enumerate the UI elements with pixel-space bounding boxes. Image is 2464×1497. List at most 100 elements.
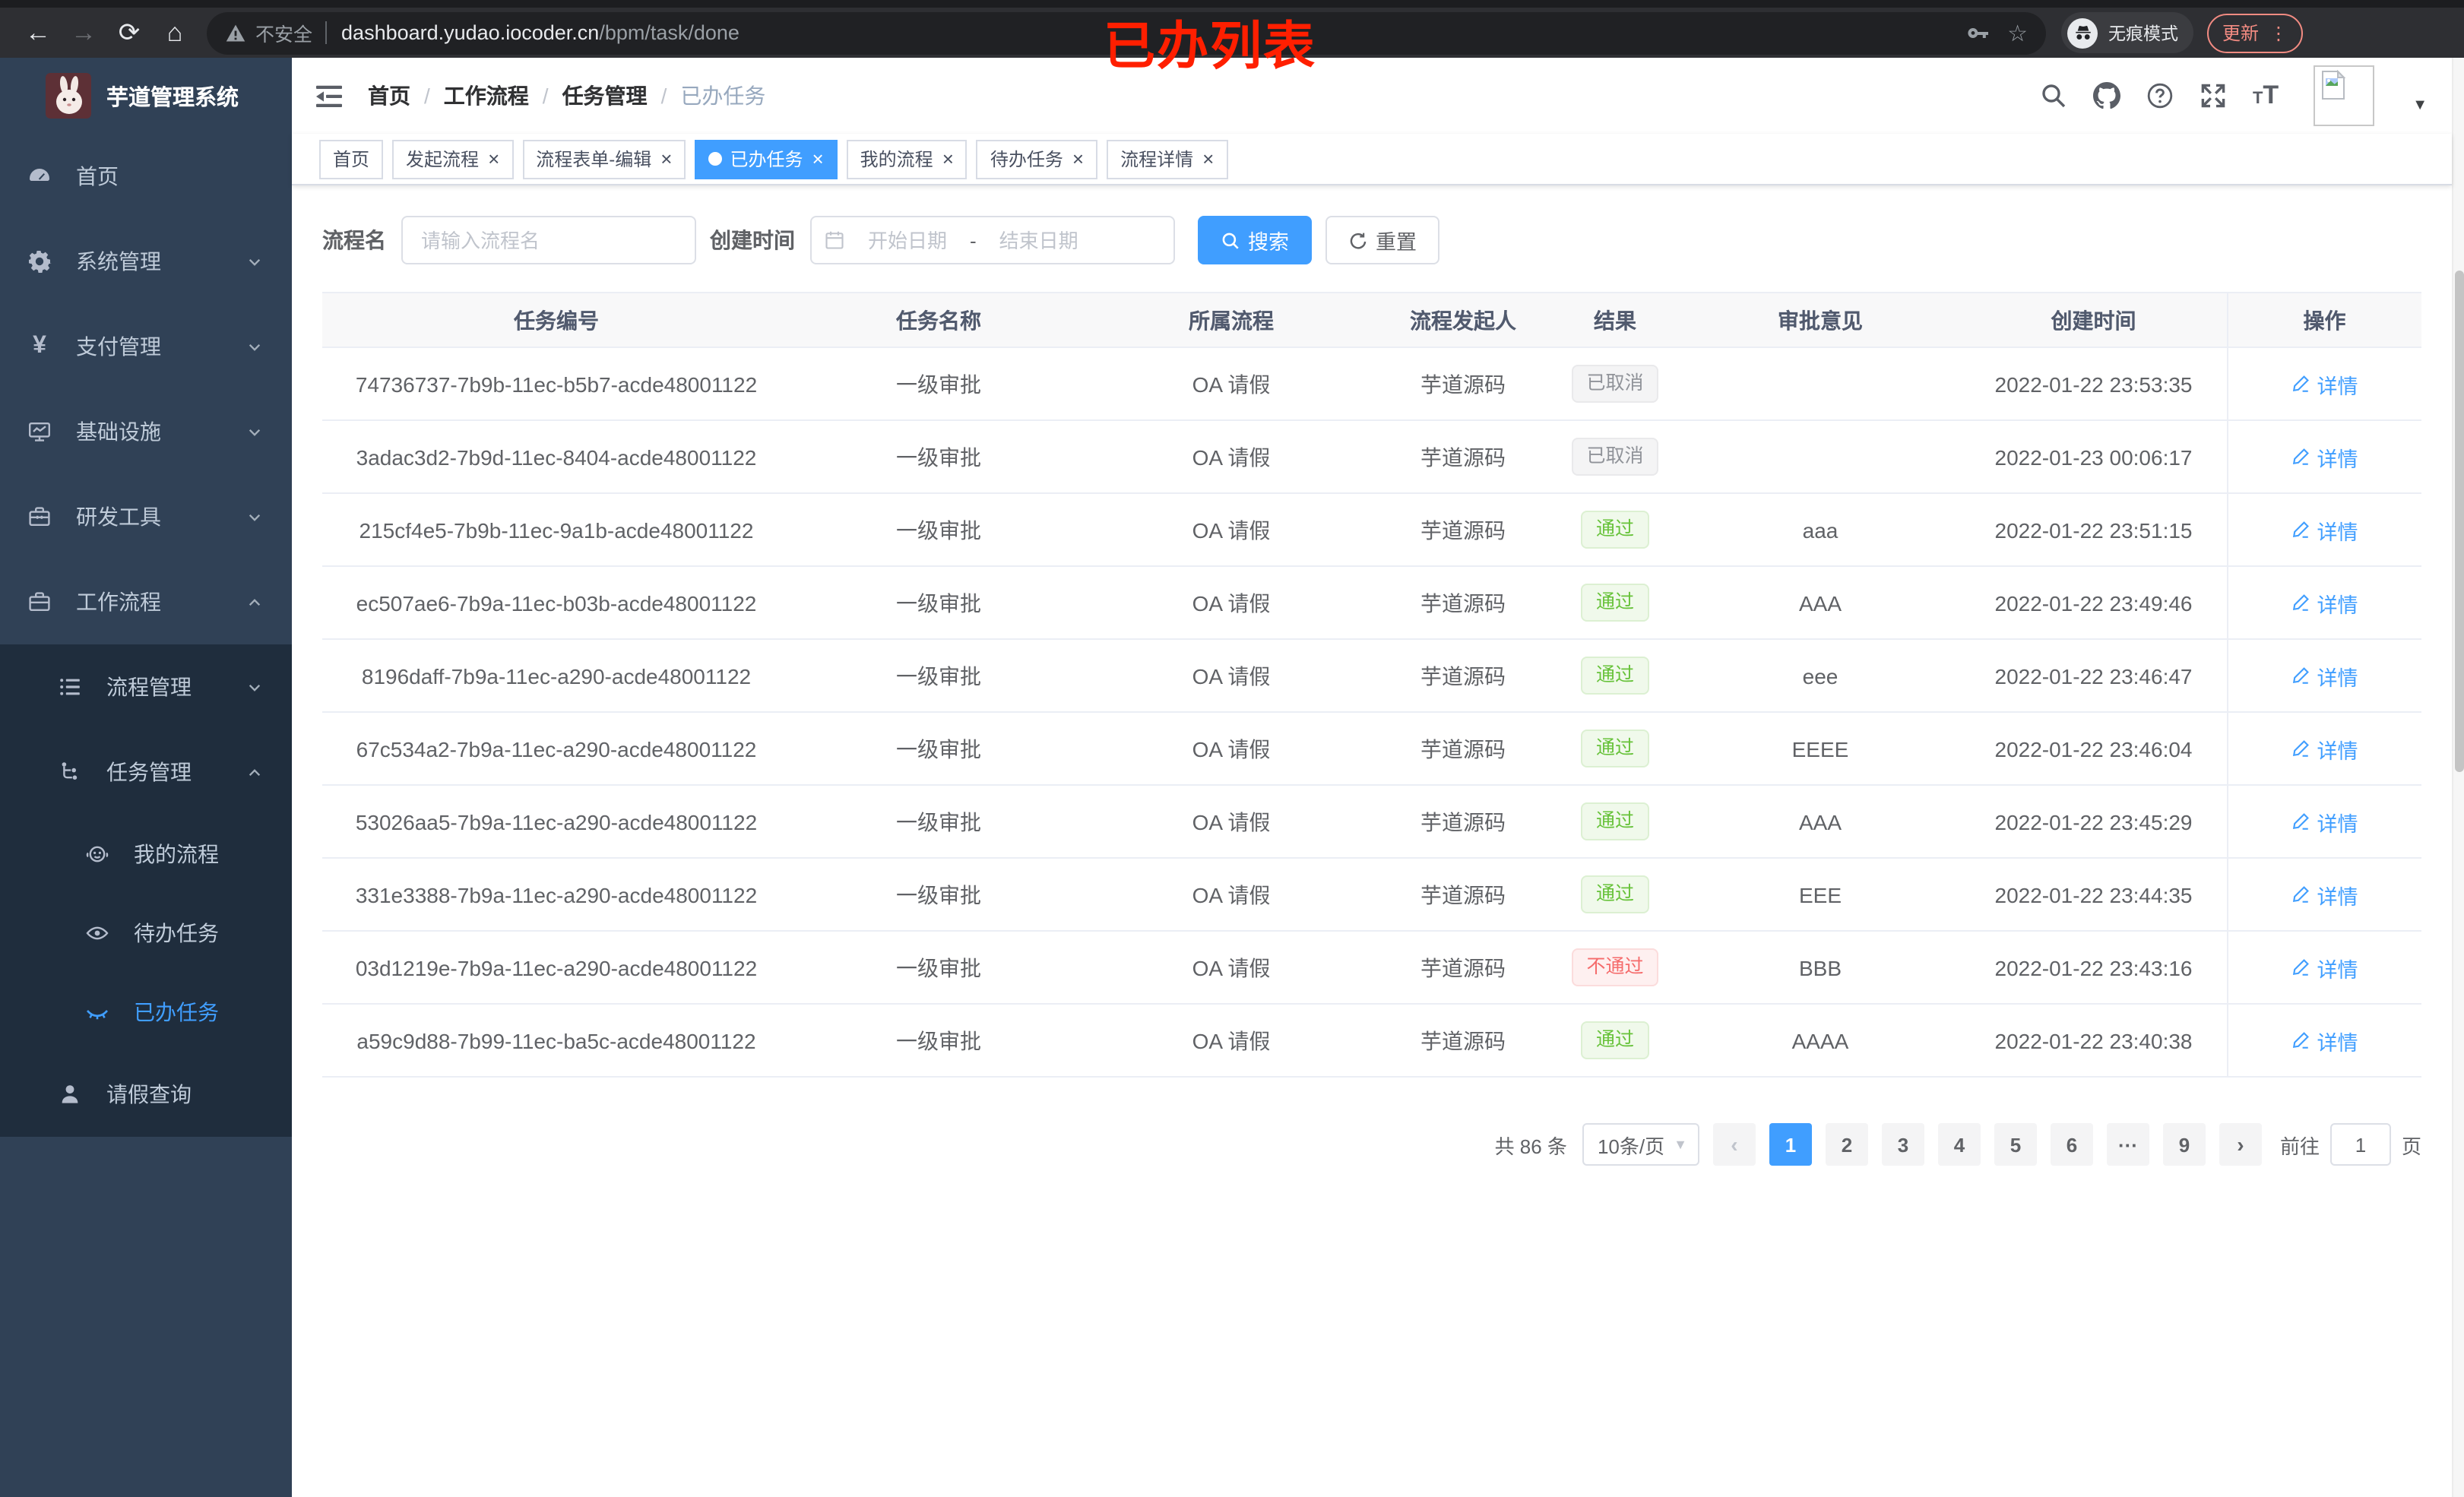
avatar-caret-icon[interactable]: ▼ [2412, 97, 2428, 113]
pager-page-2[interactable]: 2 [1825, 1123, 1868, 1166]
detail-link[interactable]: 详情 [2291, 369, 2358, 399]
page-unit-label: 页 [2401, 1135, 2421, 1157]
browser-update-button[interactable]: 更新 ⋮ [2207, 13, 2304, 52]
view-tab[interactable]: 发起流程 × [392, 139, 514, 179]
sidebar-item-workflow[interactable]: 工作流程 [0, 559, 292, 644]
sidebar-item-infra[interactable]: 基础设施 [0, 389, 292, 474]
chevron-down-icon [249, 258, 261, 265]
breadcrumb-item[interactable]: 工作流程 [443, 84, 529, 108]
github-icon[interactable] [2092, 82, 2120, 109]
cell-task-name: 一级审批 [790, 1004, 1087, 1078]
detail-link[interactable]: 详情 [2291, 442, 2358, 472]
sidebar-item-todo[interactable]: 待办任务 [0, 894, 292, 973]
sidebar-fold-icon[interactable] [315, 81, 344, 110]
detail-link[interactable]: 详情 [2291, 879, 2358, 910]
search-button[interactable]: 搜索 [1198, 216, 1312, 264]
cell-process: OA 请假 [1087, 639, 1376, 713]
reset-button[interactable]: 重置 [1325, 216, 1439, 264]
scrollbar-thumb[interactable] [2455, 271, 2464, 772]
page-size-select[interactable]: 10条/页 ▼ [1582, 1123, 1699, 1166]
end-date-input[interactable] [985, 229, 1092, 252]
omnibox-divider [325, 21, 327, 44]
browser-forward-button[interactable]: → [71, 17, 97, 46]
next-page-button[interactable]: › [2219, 1123, 2262, 1166]
sidebar-item-process-mgmt[interactable]: 流程管理 [0, 644, 292, 730]
browser-menu-icon[interactable]: ⋮ [2269, 22, 2288, 43]
window-scrollbar[interactable] [2452, 58, 2464, 1497]
security-label[interactable]: 不安全 [255, 24, 313, 46]
password-key-icon[interactable] [1965, 21, 1989, 45]
sidebar-item-task-mgmt[interactable]: 任务管理 [0, 730, 292, 815]
face-icon [86, 846, 109, 862]
detail-link[interactable]: 详情 [2291, 514, 2358, 545]
tab-close-icon[interactable]: × [1072, 147, 1085, 170]
breadcrumb-item[interactable]: 首页 [368, 84, 410, 108]
browser-home-button[interactable]: ⌂ [166, 17, 183, 46]
sidebar-item-done[interactable]: 已办任务 [0, 973, 292, 1052]
view-tab[interactable]: 首页 [319, 139, 384, 179]
pager-page-3[interactable]: 3 [1881, 1123, 1924, 1166]
table-row: a59c9d88-7b99-11ec-ba5c-acde48001122 一级审批… [322, 1004, 2421, 1078]
table-header-row: 任务编号 任务名称 所属流程 流程发起人 结果 审批意见 创建时间 操作 [322, 292, 2421, 348]
cell-process: OA 请假 [1087, 420, 1376, 494]
sidebar-logo[interactable]: 芋道管理系统 [0, 58, 292, 134]
tab-close-icon[interactable]: × [812, 147, 824, 170]
cell-starter: 芋道源码 [1376, 712, 1550, 786]
view-tab[interactable]: 流程表单-编辑 × [522, 139, 686, 179]
cell-created: 2022-01-22 23:43:16 [1961, 931, 2227, 1005]
pager-page-9[interactable]: 9 [2162, 1123, 2206, 1166]
view-tab[interactable]: 我的流程 × [846, 139, 968, 179]
browser-reload-button[interactable]: ⟳ [118, 17, 141, 46]
process-name-input[interactable] [401, 216, 696, 264]
cell-created: 2022-01-22 23:46:04 [1961, 712, 2227, 786]
cell-created: 2022-01-22 23:51:15 [1961, 493, 2227, 567]
pager-page-6[interactable]: 6 [2050, 1123, 2093, 1166]
search-icon[interactable] [2040, 82, 2067, 109]
detail-link[interactable]: 详情 [2291, 1025, 2358, 1055]
pager-ellipsis[interactable]: ··· [2106, 1123, 2149, 1166]
table-body: 74736737-7b9b-11ec-b5b7-acde48001122 一级审批… [322, 347, 2421, 1078]
view-tab[interactable]: 待办任务 × [976, 139, 1098, 179]
edit-icon [2293, 594, 2310, 611]
start-date-input[interactable] [854, 229, 961, 252]
tab-close-icon[interactable]: × [660, 147, 673, 170]
fullscreen-icon[interactable] [2200, 82, 2227, 109]
view-tab[interactable]: 已办任务 × [695, 139, 838, 179]
sidebar-item-system[interactable]: 系统管理 [0, 219, 292, 304]
help-icon[interactable] [2146, 82, 2174, 109]
detail-link[interactable]: 详情 [2291, 952, 2358, 983]
result-badge: 已取消 [1571, 365, 1659, 403]
address-bar[interactable]: 不安全 dashboard.yudao.iocoder.cn/bpm/task/… [207, 11, 2046, 54]
bookmark-star-icon[interactable]: ☆ [2007, 21, 2028, 46]
result-badge: 通过 [1580, 875, 1649, 913]
browser-back-button[interactable]: ← [25, 17, 51, 46]
prev-page-button[interactable]: ‹ [1712, 1123, 1756, 1166]
sidebar-item-my-process[interactable]: 我的流程 [0, 815, 292, 894]
warning-icon [226, 24, 245, 41]
breadcrumb-item[interactable]: 任务管理 [562, 84, 648, 108]
detail-link[interactable]: 详情 [2291, 733, 2358, 764]
tree-list-icon [60, 679, 80, 695]
tab-close-icon[interactable]: × [1202, 147, 1215, 170]
goto-page-input[interactable] [2329, 1123, 2391, 1166]
detail-link[interactable]: 详情 [2291, 587, 2358, 618]
pager-page-5[interactable]: 5 [1994, 1123, 2037, 1166]
detail-link[interactable]: 详情 [2291, 660, 2358, 691]
sidebar-item-home[interactable]: 首页 [0, 134, 292, 219]
view-tab[interactable]: 流程详情 × [1107, 139, 1228, 179]
pager-page-1[interactable]: 1 [1769, 1123, 1812, 1166]
date-range-picker[interactable]: - [810, 216, 1175, 264]
search-icon [1222, 232, 1239, 248]
active-tab-dot-icon [708, 152, 723, 166]
avatar[interactable] [2314, 65, 2375, 126]
tab-close-icon[interactable]: × [488, 147, 500, 170]
tab-close-icon[interactable]: × [942, 147, 954, 170]
pager-page-4[interactable]: 4 [1937, 1123, 1981, 1166]
detail-link[interactable]: 详情 [2291, 806, 2358, 837]
sidebar-item-pay[interactable]: ¥ 支付管理 [0, 304, 292, 389]
sidebar-item-dev[interactable]: 研发工具 [0, 474, 292, 559]
sidebar-item-leave[interactable]: 请假查询 [0, 1052, 292, 1137]
column-header: 审批意见 [1680, 292, 1961, 348]
